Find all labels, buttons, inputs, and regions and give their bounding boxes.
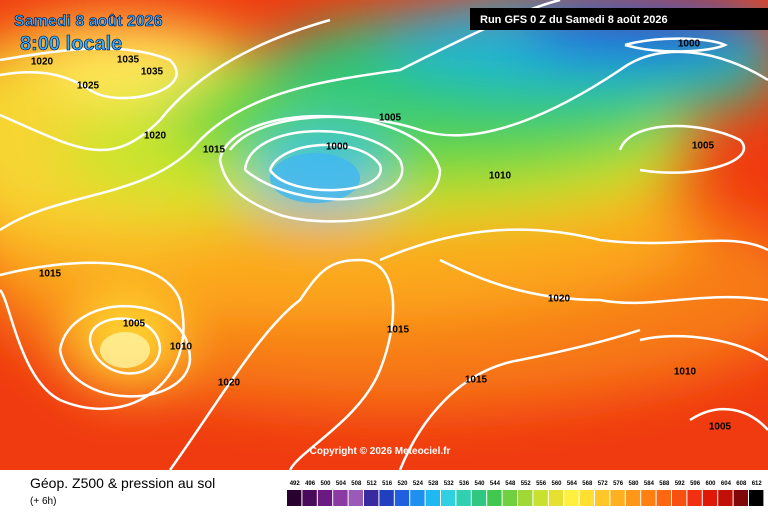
- colorbar-swatch: [364, 490, 379, 506]
- colorbar-swatch: [672, 490, 687, 506]
- colorbar-swatch: [687, 490, 702, 506]
- isobar-label: 1035: [141, 67, 164, 78]
- colorbar-label: 508: [351, 481, 362, 487]
- footer-lead: (+ 6h): [30, 496, 56, 507]
- isobar-label: 1020: [144, 131, 167, 142]
- colorbar-label: 548: [505, 481, 516, 487]
- colorbar-swatch: [302, 490, 317, 506]
- isobar-label: 1010: [170, 342, 193, 353]
- colorbar-swatch: [348, 490, 363, 506]
- colorbar-label: 564: [567, 481, 578, 487]
- isobar-label: 1020: [31, 57, 54, 68]
- isobar-label: 1005: [379, 113, 402, 124]
- colorbar-swatch: [487, 490, 502, 506]
- colorbar-label: 496: [305, 481, 316, 487]
- colorbar-label: 568: [582, 481, 593, 487]
- isobar-label: 1005: [123, 319, 146, 330]
- colorbar: 492 496 500 504 508 512 516 520 524 528 532 536 540 5…: [287, 481, 764, 506]
- colorbar-swatch: [456, 490, 471, 506]
- colorbar-label: 520: [397, 481, 408, 487]
- colorbar-label: 516: [382, 481, 393, 487]
- colorbar-label: 540: [474, 481, 485, 487]
- isobar-label: 1000: [678, 39, 701, 50]
- isobar-label: 1010: [674, 367, 697, 378]
- colorbar-swatch: [502, 490, 517, 506]
- colorbar-label: 492: [290, 481, 301, 487]
- colorbar-label: 596: [690, 481, 701, 487]
- isobar-label: 1020: [548, 294, 571, 305]
- colorbar-label: 556: [536, 481, 547, 487]
- isobar-label: 1005: [692, 141, 715, 152]
- colorbar-label: 536: [459, 481, 470, 487]
- colorbar-swatch: [333, 490, 348, 506]
- colorbar-swatch: [625, 490, 641, 506]
- isobar-label: 1015: [465, 375, 488, 386]
- colorbar-swatch: [595, 490, 610, 506]
- colorbar-label: 580: [628, 481, 639, 487]
- colorbar-label: 524: [413, 481, 424, 487]
- isobar-label: 1035: [117, 55, 140, 66]
- colorbar-label: 528: [428, 481, 439, 487]
- isobars: [0, 0, 768, 470]
- colorbar-label: 512: [367, 481, 378, 487]
- colorbar-swatch: [718, 490, 733, 506]
- colorbar-swatch: [441, 490, 456, 506]
- colorbar-swatch: [533, 490, 548, 506]
- isobar-label: 1015: [39, 269, 62, 280]
- colorbar-label: 600: [705, 481, 716, 487]
- run-bar: [470, 8, 768, 30]
- isobar-label: 1000: [326, 142, 349, 153]
- colorbar-label: 584: [644, 481, 655, 487]
- colorbar-label: 572: [598, 481, 609, 487]
- colorbar-label: 504: [336, 481, 347, 487]
- isobar-label: 1010: [489, 171, 512, 182]
- colorbar-swatch: [610, 490, 625, 506]
- colorbar-swatch: [379, 490, 394, 506]
- colorbar-label: 500: [320, 481, 331, 487]
- colorbar-swatch: [410, 490, 425, 506]
- isobar-label: 1025: [77, 81, 100, 92]
- colorbar-swatch: [702, 490, 718, 506]
- colorbar-label: 560: [551, 481, 562, 487]
- colorbar-swatch: [548, 490, 564, 506]
- colorbar-label: 608: [736, 481, 747, 487]
- isobar-label: 1020: [218, 378, 241, 389]
- colorbar-swatch: [518, 490, 533, 506]
- footer-title: Géop. Z500 & pression au sol: [30, 475, 215, 491]
- colorbar-label: 588: [659, 481, 670, 487]
- colorbar-swatch: [749, 490, 764, 506]
- colorbar-swatch: [579, 490, 594, 506]
- colorbar-label: 544: [490, 481, 501, 487]
- isobar-label: 1015: [387, 325, 410, 336]
- colorbar-swatch: [564, 490, 579, 506]
- colorbar-label: 612: [752, 481, 763, 487]
- colorbar-label: 552: [521, 481, 532, 487]
- colorbar-swatch: [733, 490, 748, 506]
- colorbar-swatch: [471, 490, 487, 506]
- isobar-label: 1005: [709, 422, 732, 433]
- colorbar-label: 576: [613, 481, 624, 487]
- colorbar-swatch: [287, 490, 302, 506]
- time: 8:00 locale: [20, 33, 122, 55]
- colorbar-swatch: [641, 490, 656, 506]
- run-text: Run GFS 0 Z du Samedi 8 août 2026: [480, 14, 668, 26]
- colorbar-label: 604: [721, 481, 732, 487]
- colorbar-label: 592: [675, 481, 686, 487]
- colorbar-swatch: [656, 490, 671, 506]
- colorbar-label: 532: [444, 481, 455, 487]
- colorbar-swatch: [317, 490, 333, 506]
- copyright: Copyright © 2026 Meteociel.fr: [310, 446, 451, 457]
- date: Samedi 8 août 2026: [14, 13, 163, 30]
- colorbar-swatch: [394, 490, 410, 506]
- isobar-label: 1015: [203, 145, 226, 156]
- colorbar-swatch: [425, 490, 440, 506]
- map: [0, 0, 768, 470]
